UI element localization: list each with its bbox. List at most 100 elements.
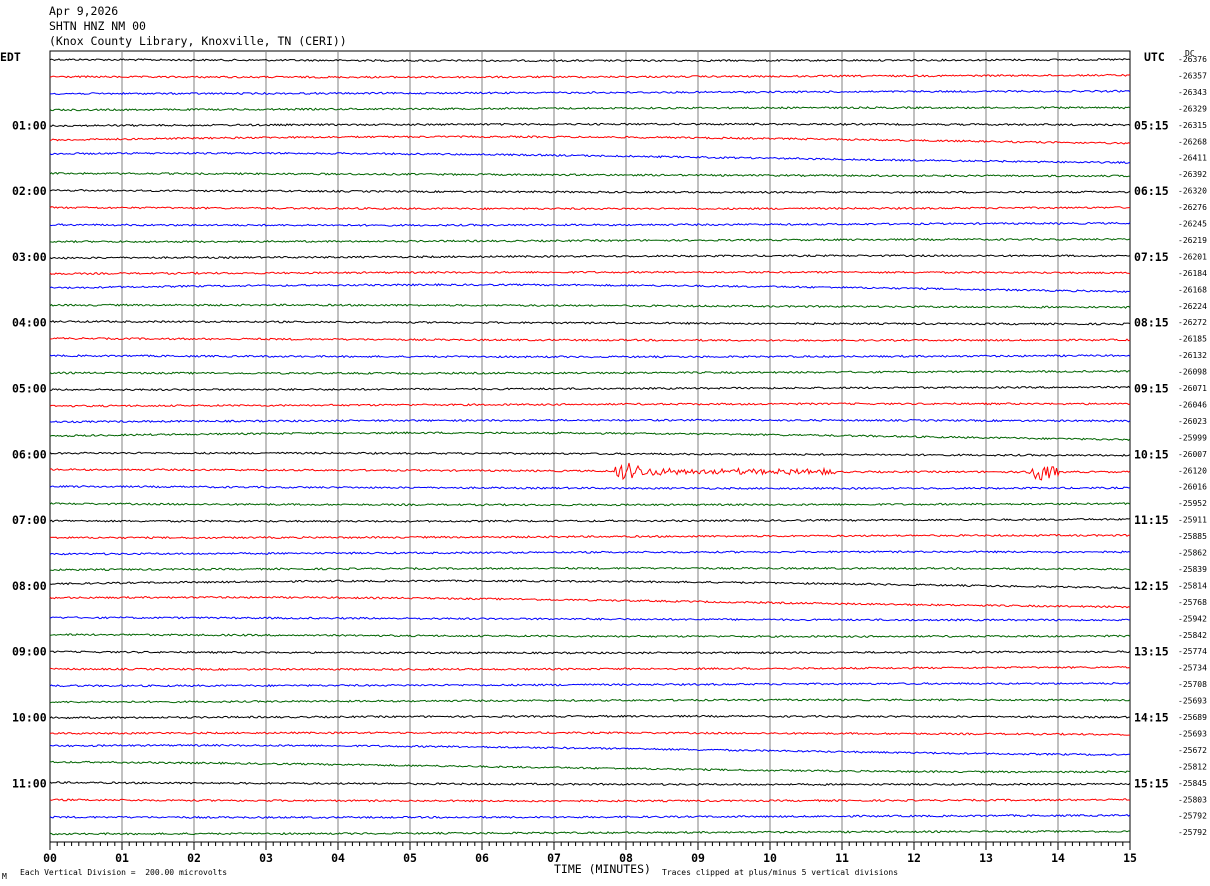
trace-row-13: [49, 270, 1131, 276]
dc-offset-label: -26016: [1178, 483, 1207, 492]
dc-offset-label: -25885: [1178, 532, 1207, 541]
dc-offset-label: -25952: [1178, 499, 1207, 508]
dc-offset-label: -26315: [1178, 121, 1207, 130]
dc-offset-label: -26098: [1178, 368, 1207, 377]
trace-row-41: [49, 731, 1130, 736]
trace-row-24: [49, 451, 1131, 457]
dc-offset-label: -25911: [1178, 516, 1207, 525]
x-tick-label: 06: [475, 851, 489, 865]
right-hour-label: 10:15: [1134, 447, 1169, 461]
trace-row-47: [49, 829, 1131, 836]
trace-row-28: [49, 517, 1131, 523]
dc-offset-label: -25672: [1178, 746, 1207, 755]
left-hour-label: 06:00: [12, 447, 47, 461]
x-tick-label: 04: [331, 851, 345, 865]
dc-offset-label: -25708: [1178, 680, 1207, 689]
trace-row-16: [49, 320, 1131, 326]
trace-row-25: [49, 462, 1131, 481]
dc-offset-label: -26023: [1178, 417, 1207, 426]
trace-row-21: [49, 402, 1131, 408]
left-hour-label: 10:00: [12, 711, 47, 725]
trace-row-27: [49, 502, 1131, 507]
trace-row-26: [49, 484, 1130, 490]
trace-row-8: [49, 188, 1131, 194]
dc-offset-label: -26201: [1178, 252, 1207, 261]
x-tick-label: 09: [691, 851, 705, 865]
dc-offset-label: -25693: [1178, 729, 1207, 738]
x-tick-label: 14: [1051, 851, 1065, 865]
dc-offset-label: -25774: [1178, 647, 1207, 656]
dc-offset-label: -26320: [1178, 187, 1207, 196]
trace-row-33: [49, 595, 1131, 609]
trace-row-6: [49, 151, 1131, 165]
trace-row-37: [49, 665, 1131, 671]
dc-offset-label: -26184: [1178, 269, 1207, 278]
dc-label: DC: [1185, 49, 1195, 58]
trace-row-9: [49, 206, 1131, 211]
dc-offset-label: -26329: [1178, 104, 1207, 113]
right-timezone-label: UTC: [1144, 50, 1165, 64]
dc-offset-label: -25999: [1178, 433, 1207, 442]
trace-row-4: [49, 122, 1131, 128]
dc-offset-label: -25689: [1178, 713, 1207, 722]
right-hour-label: 11:15: [1134, 513, 1169, 527]
dc-offset-label: -25839: [1178, 565, 1207, 574]
x-tick-label: 05: [403, 851, 417, 865]
right-hour-label: 06:15: [1134, 184, 1169, 198]
x-tick-label: 02: [187, 851, 201, 865]
header-date: Apr 9,2026: [49, 4, 119, 18]
left-hour-label: 09:00: [12, 645, 47, 659]
right-hour-label: 14:15: [1134, 711, 1169, 725]
right-hour-label: 15:15: [1134, 776, 1169, 790]
dc-offset-label: -26272: [1178, 318, 1207, 327]
dc-offset-label: -26120: [1178, 466, 1207, 475]
trace-row-38: [49, 681, 1131, 688]
trace-row-39: [49, 698, 1131, 704]
grid-lines: [49, 50, 1131, 843]
trace-row-19: [49, 369, 1131, 375]
trace-row-31: [49, 566, 1131, 572]
trace-row-22: [49, 418, 1131, 424]
right-hour-label: 09:15: [1134, 382, 1169, 396]
dc-offset-label: -26392: [1178, 170, 1207, 179]
dc-offset-label: -25845: [1178, 779, 1207, 788]
x-tick-label: 11: [835, 851, 849, 865]
x-tick-label: 03: [259, 851, 273, 865]
x-tick-label: 01: [115, 851, 129, 865]
trace-row-3: [49, 106, 1131, 112]
dc-offset-label: -25842: [1178, 631, 1207, 640]
plot-frame: [49, 50, 1131, 843]
left-hour-label: 01:00: [12, 118, 47, 132]
trace-row-45: [49, 798, 1131, 803]
trace-row-34: [49, 616, 1130, 622]
dc-offset-label: -25814: [1178, 581, 1207, 590]
right-hour-label: 12:15: [1134, 579, 1169, 593]
dc-offset-label: -26132: [1178, 351, 1207, 360]
trace-row-32: [49, 579, 1131, 590]
trace-row-35: [49, 633, 1131, 638]
header-station: SHTN HNZ NM 00: [49, 19, 146, 33]
corner-mark: M: [2, 872, 7, 881]
trace-row-42: [49, 743, 1131, 757]
x-axis-title: TIME (MINUTES): [554, 862, 651, 876]
dc-offset-label: -26071: [1178, 384, 1207, 393]
dc-offset-label: -25734: [1178, 664, 1207, 673]
right-hour-label: 07:15: [1134, 250, 1169, 264]
left-hour-label: 05:00: [12, 382, 47, 396]
clip-note: Traces clipped at plus/minus 5 vertical …: [662, 868, 899, 877]
dc-offset-label: -25792: [1178, 828, 1207, 837]
row-labels: -26376 -26357 -26343 -26329 -26315 -26268 -264…: [12, 55, 1207, 837]
x-tick-label: 10: [763, 851, 777, 865]
dc-offset-label: -25803: [1178, 795, 1207, 804]
left-hour-label: 08:00: [12, 579, 47, 593]
dc-offset-label: -26376: [1178, 55, 1207, 64]
dc-offset-label: -25942: [1178, 614, 1207, 623]
left-timezone-label: EDT: [0, 50, 21, 64]
left-hour-label: 03:00: [12, 250, 47, 264]
dc-offset-label: -26276: [1178, 203, 1207, 212]
trace-row-46: [49, 813, 1131, 820]
dc-offset-label: -26357: [1178, 71, 1207, 80]
x-tick-label: 08: [619, 851, 633, 865]
right-hour-label: 05:15: [1134, 118, 1169, 132]
dc-offset-label: -26245: [1178, 220, 1207, 229]
